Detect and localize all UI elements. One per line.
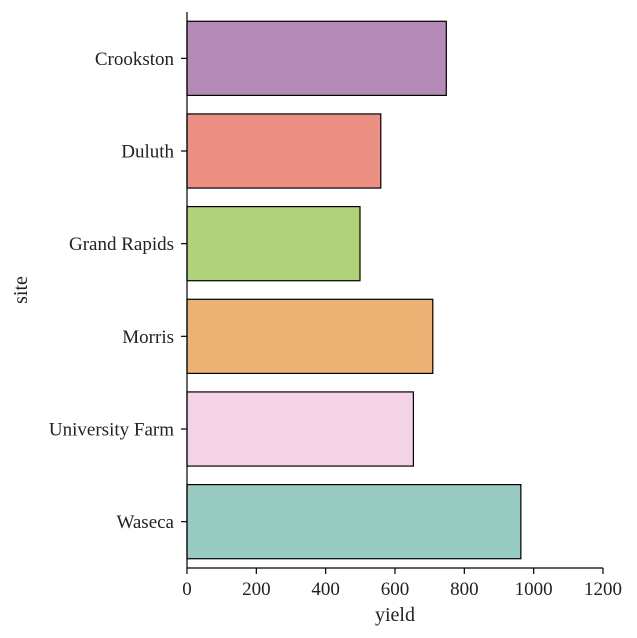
- bar-crookston: [186, 20, 447, 96]
- x-axis-ticks: 0 200 400 600 800 1000 1200: [182, 568, 622, 600]
- y-tick-label: Duluth: [121, 142, 174, 163]
- y-axis-ticks: Crookston Duluth Grand Rapids Morris Univers…: [49, 49, 187, 533]
- bar-duluth: [186, 113, 382, 189]
- x-tick-label: 600: [381, 579, 410, 600]
- y-tick-label: University Farm: [49, 420, 174, 441]
- x-axis-label: yield: [375, 604, 415, 626]
- bar-waseca: [186, 484, 522, 560]
- y-tick-label: Morris: [122, 327, 174, 348]
- y-tick-label: Crookston: [95, 49, 175, 70]
- y-tick-label: Grand Rapids: [69, 234, 174, 255]
- y-axis-label: site: [10, 276, 32, 304]
- bars-layer: [186, 20, 522, 560]
- x-tick-label: 0: [182, 579, 192, 600]
- y-tick-label: Waseca: [116, 512, 174, 533]
- x-tick-label: 200: [242, 579, 271, 600]
- x-tick-label: 800: [450, 579, 479, 600]
- x-tick-label: 1200: [584, 579, 622, 600]
- bar-university-farm: [186, 391, 414, 467]
- bar-morris: [186, 298, 434, 374]
- x-tick-label: 400: [311, 579, 340, 600]
- x-tick-label: 1000: [515, 579, 553, 600]
- bar-grand-rapids: [186, 206, 361, 282]
